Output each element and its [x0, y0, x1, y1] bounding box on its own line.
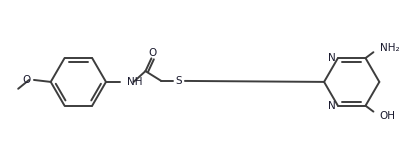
Text: NH₂: NH₂ [379, 43, 399, 53]
Text: O: O [23, 75, 31, 85]
Text: S: S [175, 76, 182, 86]
Text: OH: OH [378, 111, 394, 121]
Text: O: O [148, 48, 156, 58]
Text: NH: NH [126, 77, 142, 87]
Text: N: N [327, 101, 335, 111]
Text: N: N [327, 53, 335, 63]
